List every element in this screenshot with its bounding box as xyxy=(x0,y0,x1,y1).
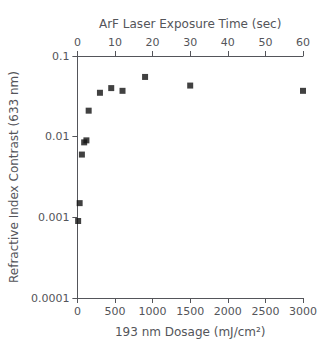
svg-text:ArF Laser Exposure Time (sec): ArF Laser Exposure Time (sec) xyxy=(99,17,281,31)
svg-text:0: 0 xyxy=(74,305,81,318)
svg-text:193 nm Dosage (mJ/cm²): 193 nm Dosage (mJ/cm²) xyxy=(115,325,266,339)
svg-text:0: 0 xyxy=(74,36,81,49)
svg-text:1000: 1000 xyxy=(139,305,167,318)
svg-text:Refractive Index Contrast (633: Refractive Index Contrast (633 nm) xyxy=(7,71,21,283)
svg-text:500: 500 xyxy=(104,305,125,318)
svg-text:0.01: 0.01 xyxy=(45,130,70,143)
svg-text:50: 50 xyxy=(258,36,272,49)
svg-text:20: 20 xyxy=(146,36,160,49)
svg-text:2500: 2500 xyxy=(251,305,279,318)
svg-text:2000: 2000 xyxy=(214,305,242,318)
svg-text:0.001: 0.001 xyxy=(38,211,70,224)
svg-text:3000: 3000 xyxy=(289,305,317,318)
svg-text:60: 60 xyxy=(296,36,310,49)
svg-text:0.0001: 0.0001 xyxy=(31,292,70,305)
svg-text:1500: 1500 xyxy=(176,305,204,318)
svg-text:10: 10 xyxy=(108,36,122,49)
svg-text:30: 30 xyxy=(183,36,197,49)
svg-text:40: 40 xyxy=(221,36,235,49)
svg-text:0.1: 0.1 xyxy=(52,50,70,63)
